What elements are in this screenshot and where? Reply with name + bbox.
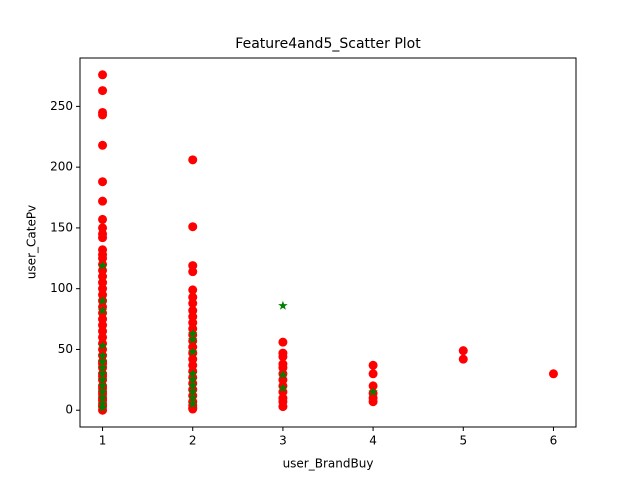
star-point [187,393,198,403]
star-point [187,328,198,338]
star-point [278,383,288,393]
star-point [278,369,288,380]
point [98,233,108,243]
star-point [97,340,108,350]
star-point [97,260,108,270]
star-point [97,368,108,378]
star-point [97,362,108,372]
point [458,354,468,364]
x-axis-label: user_BrandBuy [283,457,374,471]
point [368,381,378,391]
y-tick-label: 250 [50,99,73,113]
point [368,360,378,370]
star-point [97,350,108,360]
point [278,352,288,362]
point [98,196,108,206]
point [458,346,468,356]
x-tick-label: 1 [99,434,107,448]
star-point [278,300,288,310]
point [548,369,558,379]
y-tick-label: 150 [50,220,73,234]
star-point [97,305,108,315]
x-tick-label: 3 [279,434,287,448]
point [278,337,288,347]
star-point [97,393,108,403]
y-tick-label: 100 [50,281,73,295]
point [98,70,108,80]
y-tick-label: 200 [50,160,73,174]
star-point [97,356,108,366]
point [188,267,198,277]
star-point [97,374,108,384]
star-point [368,387,378,397]
point [98,214,108,224]
y-tick-label: 50 [58,342,73,356]
x-tick-label: 6 [550,434,558,448]
x-tick-label: 2 [189,434,197,448]
star-point [187,346,198,356]
plot-frame [79,57,577,428]
star-point [97,387,108,397]
star-point [97,295,108,305]
point [278,402,288,412]
point [98,177,108,187]
point [98,86,108,96]
point [188,285,198,295]
star-point [187,399,198,409]
star-point [187,334,198,344]
point [188,298,198,308]
star-point [97,380,108,390]
x-tick-label: 4 [369,434,377,448]
star-point [187,368,198,378]
star-point [187,380,198,390]
star-point [187,387,198,397]
y-axis-label: user_CatePv [25,205,39,279]
point [368,369,378,379]
star-point [97,402,108,412]
y-tick-label: 0 [65,403,73,417]
x-tick-label: 5 [459,434,467,448]
point [98,110,108,120]
star-point [187,374,198,384]
point [368,397,378,407]
point [188,155,198,165]
chart-title: Feature4and5_Scatter Plot [235,36,421,52]
point [188,222,198,232]
point [98,140,108,150]
